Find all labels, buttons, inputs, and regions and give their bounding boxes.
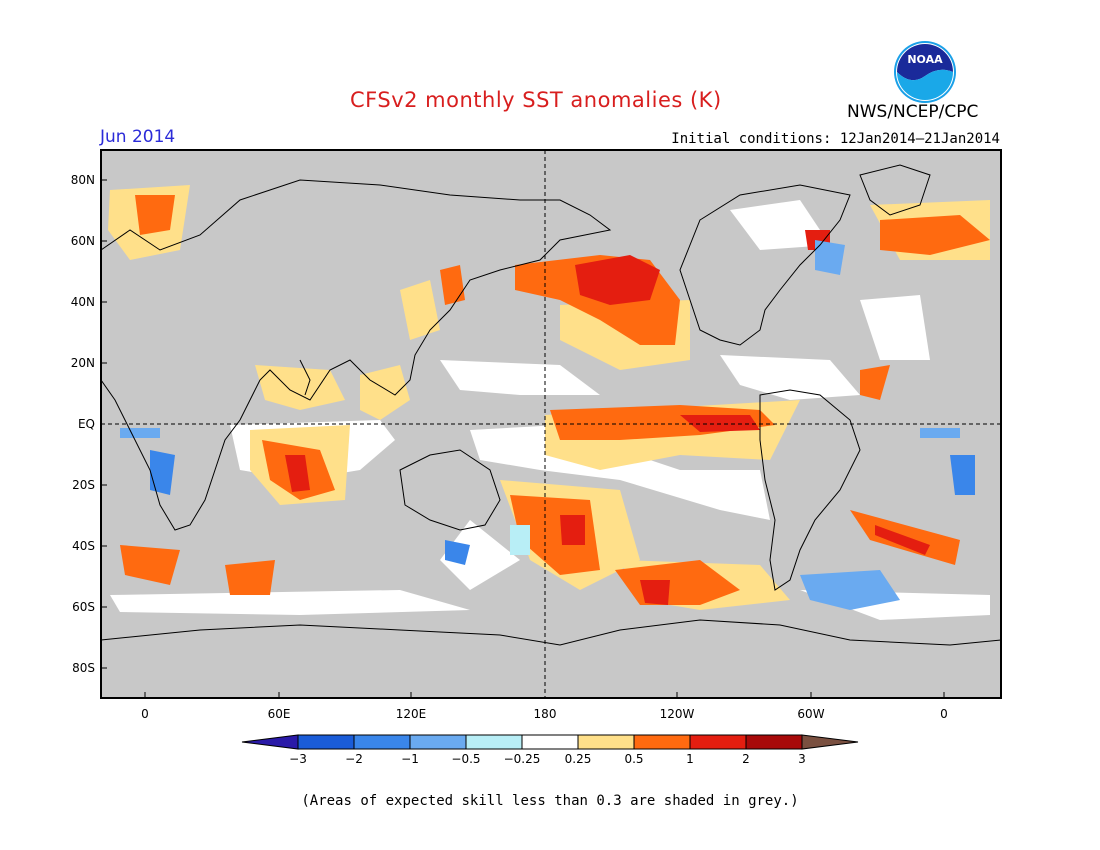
- lat-label: 80S: [72, 661, 95, 675]
- lat-label: 80N: [70, 173, 95, 187]
- agency-label: NWS/NCEP/CPC: [847, 102, 979, 122]
- colorbar-label: 2: [742, 752, 750, 766]
- skill-footnote: (Areas of expected skill less than 0.3 a…: [301, 793, 799, 809]
- lon-label: 120E: [395, 707, 427, 721]
- colorbar-swatch: [689, 734, 747, 750]
- colorbar-swatch: [745, 734, 803, 750]
- colorbar-swatch: [801, 734, 859, 750]
- lon-label: 60W: [797, 707, 825, 721]
- lon-label: 0: [940, 707, 948, 721]
- colorbar-swatch: [577, 734, 635, 750]
- colorbar-label: −3: [289, 752, 307, 766]
- forecast-period: Jun 2014: [100, 127, 176, 147]
- colorbar-label: 0.5: [624, 752, 644, 766]
- colorbar-swatch: [521, 734, 579, 750]
- colorbar-swatch: [241, 734, 299, 750]
- lon-label: 0: [141, 707, 149, 721]
- cool-patches: [120, 240, 975, 610]
- colorbar-swatch: [353, 734, 411, 750]
- colorbar-swatch: [297, 734, 355, 750]
- noaa-logo: NOAA: [894, 41, 956, 103]
- colorbar-label: 0.25: [564, 752, 592, 766]
- colorbar-label: −2: [345, 752, 363, 766]
- lat-label: EQ: [77, 417, 95, 431]
- lat-label: 20N: [70, 356, 95, 370]
- colorbar-label: −0.5: [451, 752, 481, 766]
- lat-label: 40S: [72, 539, 95, 553]
- lon-label: 120W: [659, 707, 695, 721]
- lon-label: 60E: [267, 707, 291, 721]
- lat-label: 60S: [72, 600, 95, 614]
- colorbar-label: 3: [798, 752, 806, 766]
- warm-red-patches: [285, 230, 930, 605]
- colorbar-label: −1: [401, 752, 419, 766]
- lat-label: 40N: [70, 295, 95, 309]
- colorbar-swatch: [409, 734, 467, 750]
- map-frame: [100, 149, 1002, 699]
- lat-label: 20S: [72, 478, 95, 492]
- chart-title: CFSv2 monthly SST anomalies (K): [350, 88, 722, 112]
- colorbar-label: 1: [686, 752, 694, 766]
- lat-label: 60N: [70, 234, 95, 248]
- logo-text: NOAA: [907, 53, 943, 66]
- colorbar-label: −0.25: [503, 752, 541, 766]
- coastlines: [100, 164, 1002, 646]
- colorbar-swatch: [633, 734, 691, 750]
- lon-label: 180: [533, 707, 557, 721]
- colorbar-swatch: [465, 734, 523, 750]
- initial-conditions: Initial conditions: 12Jan2014–21Jan2014: [671, 131, 1000, 147]
- near-zero-patches: [110, 200, 990, 620]
